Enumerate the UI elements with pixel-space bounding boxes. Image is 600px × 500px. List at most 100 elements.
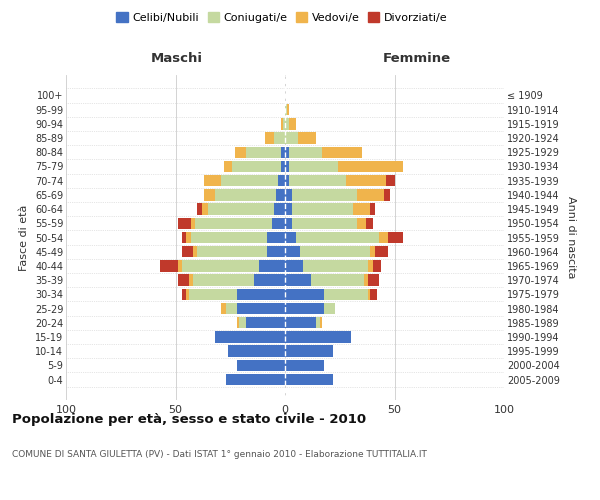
Bar [366,218,373,229]
Bar [197,204,202,215]
Bar [285,204,292,215]
Bar [285,374,333,385]
Bar [188,288,237,300]
Bar [182,260,259,272]
Bar [274,204,285,215]
Bar [320,317,322,328]
Bar [375,246,388,258]
Bar [325,303,335,314]
Bar [285,232,296,243]
Bar [292,204,353,215]
Bar [232,161,281,172]
Bar [285,132,298,143]
Bar [289,175,346,186]
Bar [178,274,188,286]
Bar [237,288,285,300]
Bar [285,346,333,357]
Bar [285,175,289,186]
Bar [289,146,322,158]
Bar [283,118,285,130]
Bar [182,246,193,258]
Text: Femmine: Femmine [383,52,451,65]
Bar [285,317,316,328]
Bar [285,331,351,342]
Bar [370,246,375,258]
Bar [316,317,320,328]
Bar [160,260,178,272]
Bar [370,288,377,300]
Bar [285,246,301,258]
Bar [296,232,379,243]
Bar [224,161,232,172]
Bar [226,303,237,314]
Bar [228,346,285,357]
Bar [383,189,390,200]
Bar [237,303,285,314]
Bar [193,246,197,258]
Bar [285,288,325,300]
Bar [215,331,285,342]
Bar [268,232,285,243]
Bar [285,303,325,314]
Bar [226,374,285,385]
Bar [276,189,285,200]
Bar [245,317,285,328]
Bar [265,132,274,143]
Bar [298,132,316,143]
Bar [285,189,292,200]
Bar [338,161,403,172]
Bar [221,303,226,314]
Bar [364,274,368,286]
Bar [208,204,274,215]
Bar [215,189,276,200]
Bar [357,189,383,200]
Bar [368,274,379,286]
Text: COMUNE DI SANTA GIULETTA (PV) - Dati ISTAT 1° gennaio 2010 - Elaborazione TUTTIT: COMUNE DI SANTA GIULETTA (PV) - Dati IST… [12,450,427,459]
Bar [285,146,289,158]
Bar [187,288,188,300]
Bar [254,274,285,286]
Bar [285,274,311,286]
Bar [182,232,187,243]
Bar [259,260,285,272]
Bar [287,104,289,116]
Bar [357,218,366,229]
Bar [281,146,285,158]
Y-axis label: Anni di nascita: Anni di nascita [566,196,577,279]
Bar [301,246,370,258]
Bar [346,175,386,186]
Bar [237,317,239,328]
Bar [235,146,245,158]
Bar [292,218,357,229]
Bar [197,246,268,258]
Bar [202,204,208,215]
Bar [388,232,403,243]
Bar [204,189,215,200]
Bar [191,218,195,229]
Bar [193,274,254,286]
Bar [182,288,187,300]
Legend: Celibi/Nubili, Coniugati/e, Vedovi/e, Divorziati/e: Celibi/Nubili, Coniugati/e, Vedovi/e, Di… [112,8,452,28]
Bar [195,218,272,229]
Bar [322,146,362,158]
Bar [239,317,245,328]
Bar [292,189,357,200]
Bar [373,260,382,272]
Bar [285,360,325,371]
Bar [386,175,395,186]
Bar [370,204,375,215]
Bar [285,260,302,272]
Bar [285,104,287,116]
Bar [178,218,191,229]
Bar [187,232,191,243]
Bar [379,232,388,243]
Bar [245,146,281,158]
Bar [368,260,373,272]
Bar [221,175,278,186]
Bar [311,274,364,286]
Bar [188,274,193,286]
Bar [281,161,285,172]
Bar [285,218,292,229]
Bar [285,118,289,130]
Bar [325,288,368,300]
